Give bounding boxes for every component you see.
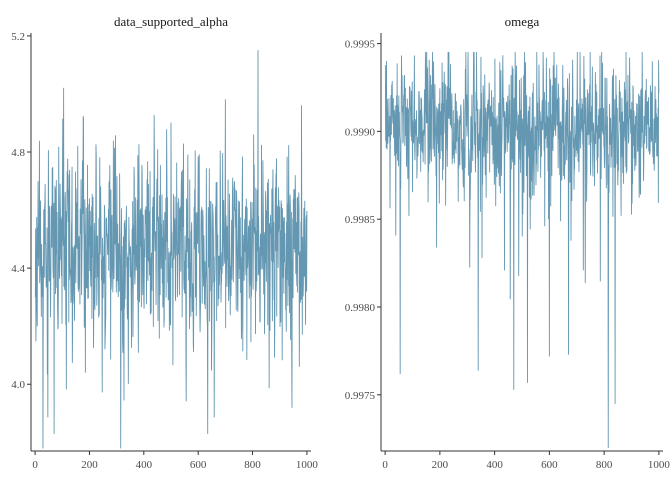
- panel-data-supported-alpha: data_supported_alpha 0 200 400 600 800 1000 4…: [11, 14, 318, 471]
- trace-line: [384, 51, 660, 448]
- x-tick-label: 0: [32, 459, 38, 471]
- y-tick-label: 0.9995: [345, 39, 376, 51]
- trace-series: [34, 49, 308, 449]
- y-tick-label: 4.4: [11, 263, 25, 275]
- y-tick-label: 0.9980: [345, 302, 376, 314]
- y-tick-label: 0.9990: [345, 126, 376, 138]
- panel-omega: omega 0 200 400 600 800 1000 0.99750.99800.99…: [345, 14, 671, 471]
- panel-title: omega: [505, 14, 540, 29]
- x-tick-label: 400: [486, 459, 503, 471]
- panel-title: data_supported_alpha: [114, 14, 228, 29]
- y-tick-label: 4.0: [11, 379, 25, 391]
- x-tick-label: 200: [81, 459, 98, 471]
- x-tick-label: 600: [541, 459, 558, 471]
- x-tick-label: 200: [432, 459, 449, 471]
- y-axis-ticks: 4.0 4.4 4.8 5.2: [11, 31, 31, 391]
- y-tick-label: 5.2: [11, 31, 25, 43]
- y-tick-label: 4.8: [11, 147, 25, 159]
- y-axis-ticks: 0.9975 0.9980 0.9985 0.9990 0.9995: [345, 39, 381, 402]
- y-tick-label: 0.9985: [345, 214, 376, 226]
- x-axis-ticks: 0 200 400 600 800 1000: [382, 451, 670, 471]
- x-tick-label: 1000: [648, 459, 671, 471]
- x-axis-ticks: 0 200 400 600 800 1000: [32, 451, 318, 471]
- trace-series: [384, 51, 660, 448]
- x-tick-label: 0: [382, 459, 388, 471]
- x-tick-label: 800: [596, 459, 613, 471]
- x-tick-label: 600: [190, 459, 207, 471]
- x-tick-label: 800: [244, 459, 261, 471]
- trace-line: [34, 49, 308, 449]
- x-tick-label: 400: [136, 459, 153, 471]
- x-tick-label: 1000: [296, 459, 319, 471]
- y-tick-label: 0.9975: [345, 390, 376, 402]
